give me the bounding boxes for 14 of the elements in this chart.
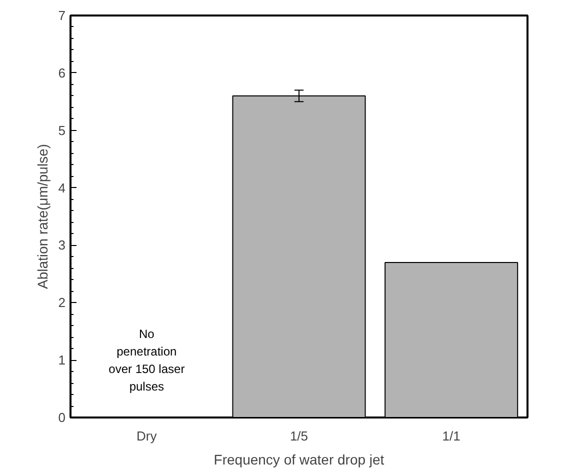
y-tick-label: 0: [58, 410, 66, 425]
x-tick-label: 1/1: [442, 428, 460, 444]
y-tick-label: 3: [58, 238, 66, 253]
y-axis-title: Ablation rate(μm/pulse): [34, 144, 50, 290]
y-tick-label: 4: [58, 180, 66, 196]
y-tick-label: 2: [58, 295, 66, 310]
y-tick-label: 5: [58, 122, 66, 138]
x-tick-label: 1/5: [290, 428, 308, 444]
x-axis-title: Frequency of water drop jet: [214, 452, 384, 468]
y-tick-label: 1: [58, 352, 66, 368]
x-tick-label: Dry: [136, 428, 158, 444]
y-tick-label: 6: [58, 65, 66, 80]
annotation: No penetration over 150 laser pulses: [108, 326, 185, 394]
y-tick-label: 7: [58, 8, 66, 23]
